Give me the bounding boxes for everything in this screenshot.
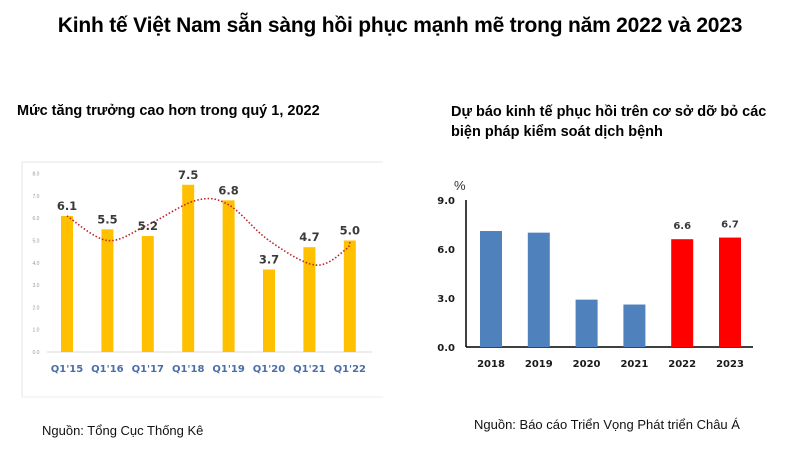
data-label: 6.1 [57, 199, 77, 213]
bar [527, 232, 550, 347]
bar [141, 236, 154, 352]
y-tick-label: 1.0 [33, 328, 40, 334]
category-label: 2018 [477, 359, 505, 370]
category-label: Q1'18 [172, 364, 204, 375]
y-tick-label: 2.0 [33, 305, 40, 311]
data-label: 6.6 [673, 221, 691, 232]
category-label: Q1'16 [91, 364, 123, 375]
bar [575, 299, 598, 347]
right-y-axis-ticks: 0.0 3.0 6.0 9.0 [437, 196, 455, 354]
data-label: 5.2 [138, 219, 158, 233]
y-tick-label: 8.0 [33, 172, 40, 178]
right-bars [480, 231, 741, 347]
left-y-axis-ticks: 8.0 7.0 6.0 5.0 4.0 3.0 2.0 1.0 0.0 [33, 172, 40, 356]
right-category-labels: 2018 2019 2020 2021 2022 2023 [477, 359, 744, 370]
data-label: 4.7 [299, 230, 319, 244]
bar [61, 215, 73, 352]
y-tick-label: 5.0 [33, 239, 40, 245]
y-tick-label: 6.0 [437, 245, 455, 256]
y-tick-label: 3.0 [437, 294, 455, 305]
bar [343, 240, 356, 352]
category-label: 2023 [716, 359, 744, 370]
left-chart-title: Mức tăng trưởng cao hơn trong quý 1, 202… [17, 103, 320, 119]
y-tick-label: 3.0 [33, 283, 40, 289]
left-source-note: Nguồn: Tổng Cục Thống Kê [42, 423, 204, 438]
bar [671, 239, 694, 347]
y-tick-label: 0.0 [437, 343, 455, 354]
data-label: 5.5 [97, 212, 117, 226]
left-chart: 8.0 7.0 6.0 5.0 4.0 3.0 2.0 1.0 0.0 6.1 5.5 5.2 7.5… [21, 161, 383, 398]
y-tick-label: 0.0 [33, 350, 40, 356]
category-label: 2022 [668, 359, 696, 370]
right-source-note: Nguồn: Báo cáo Triển Vọng Phát triển Châ… [474, 417, 740, 432]
data-label: 6.8 [218, 183, 238, 197]
y-tick-label: 4.0 [33, 261, 40, 267]
y-tick-label: 9.0 [437, 196, 455, 207]
trend-line [66, 197, 351, 266]
data-label: 3.7 [259, 252, 279, 266]
bar [222, 200, 235, 352]
left-value-labels: 6.1 5.5 5.2 7.5 6.8 3.7 4.7 5.0 [57, 168, 360, 267]
right-value-labels: 6.6 6.7 [673, 220, 739, 233]
bar [182, 184, 195, 352]
category-label: Q1'22 [334, 364, 366, 375]
bar [263, 269, 275, 352]
bar [101, 229, 114, 352]
data-label: 6.7 [721, 220, 739, 231]
category-label: 2021 [620, 359, 648, 370]
left-bars [61, 184, 356, 352]
right-chart-title: Dự báo kinh tế phục hồi trên cơ sở dỡ bỏ… [451, 104, 767, 140]
bar [623, 304, 646, 347]
category-label: 2019 [525, 359, 553, 370]
bar [480, 231, 502, 347]
data-label: 7.5 [178, 168, 198, 182]
data-label: 5.0 [340, 224, 360, 238]
y-tick-label: 6.0 [33, 216, 40, 222]
category-label: Q1'15 [51, 364, 83, 375]
page-title: Kinh tế Việt Nam sẵn sàng hồi phục mạnh … [57, 14, 743, 37]
bar [303, 247, 316, 352]
right-y-unit: % [454, 178, 466, 193]
y-tick-label: 7.0 [33, 194, 40, 200]
category-label: Q1'17 [132, 364, 164, 375]
category-label: Q1'21 [293, 364, 325, 375]
left-category-labels: Q1'15 Q1'16 Q1'17 Q1'18 Q1'19 Q1'20 Q1'21 Q1'22 [51, 364, 366, 375]
category-label: Q1'19 [212, 364, 244, 375]
right-chart: % 0.03.06.09.0 6.6 6.7 2018 2019 2020 2021 20… [437, 178, 753, 370]
category-label: Q1'20 [253, 364, 285, 375]
bar [719, 237, 741, 347]
category-label: 2020 [573, 359, 601, 370]
